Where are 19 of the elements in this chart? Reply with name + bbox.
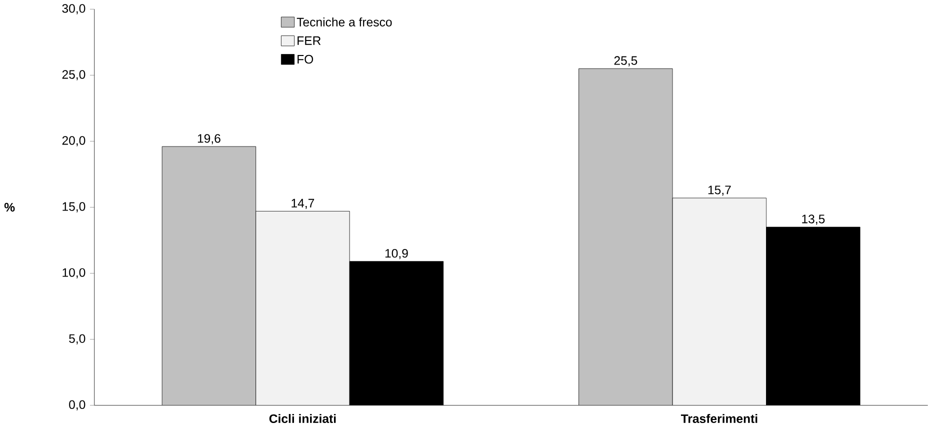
- y-tick-label: 15,0: [62, 202, 86, 212]
- x-tick-label: Cicli iniziati: [269, 414, 336, 423]
- legend-label: Tecniche a fresco: [296, 17, 392, 26]
- y-tick-label: 30,0: [62, 4, 86, 14]
- y-axis-title: %: [4, 202, 15, 212]
- y-tick-label: 25,0: [62, 70, 86, 80]
- data-label: 25,5: [614, 56, 638, 66]
- data-label: 14,7: [292, 198, 314, 209]
- data-label: 10,9: [385, 248, 408, 260]
- x-tick-label: Trasferimenti: [680, 414, 758, 423]
- y-tick-label: 10,0: [62, 268, 86, 278]
- y-tick-label: 20,0: [62, 136, 86, 146]
- y-tick-label: 5,0: [69, 334, 86, 344]
- data-label: 19,6: [198, 134, 220, 144]
- y-tick-label: 0,0: [69, 400, 86, 410]
- legend-label: FO: [298, 54, 314, 64]
- legend-label: FER: [298, 36, 321, 45]
- data-label: 13,5: [802, 214, 825, 225]
- data-label: 15,7: [708, 186, 731, 196]
